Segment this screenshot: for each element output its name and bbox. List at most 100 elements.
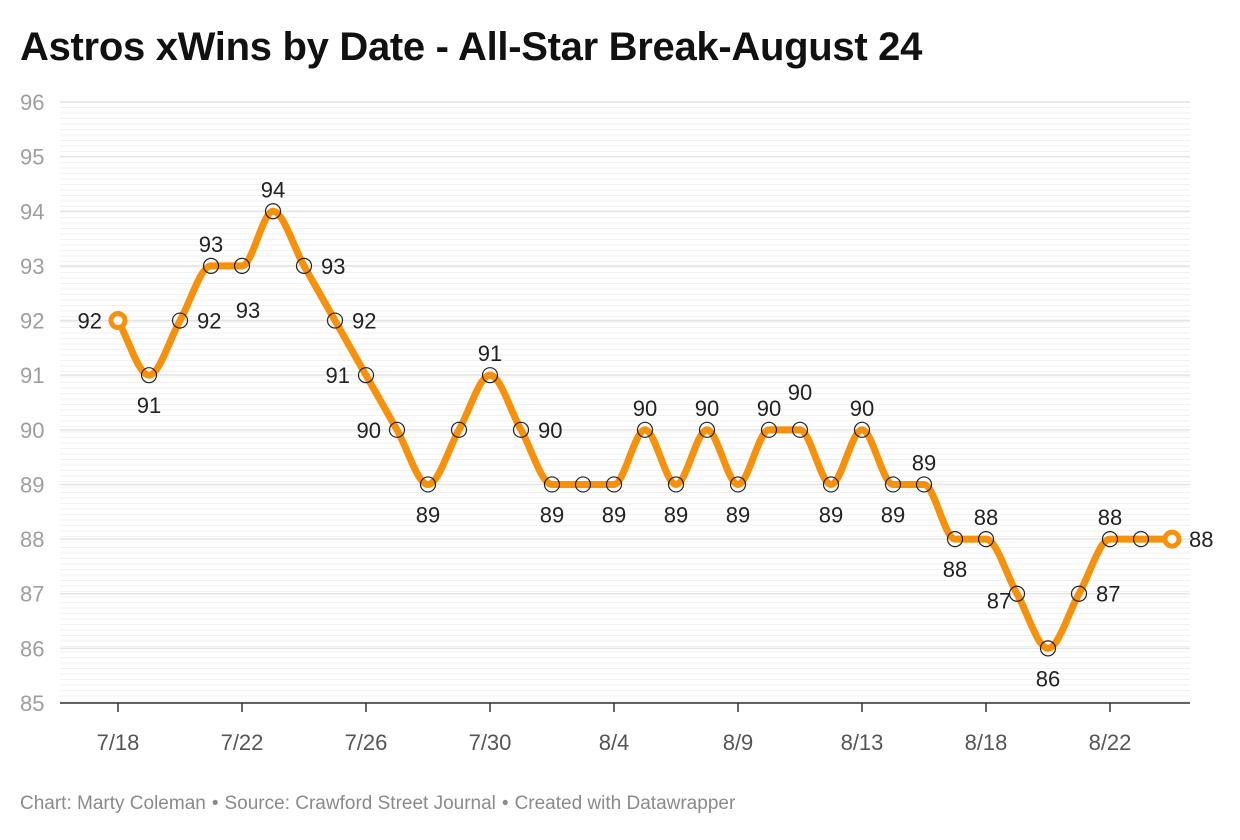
data-label: 88 bbox=[974, 505, 998, 530]
data-label: 88 bbox=[943, 557, 967, 582]
x-tick-label-8-18: 8/18 bbox=[965, 730, 1008, 755]
data-label: 93 bbox=[199, 232, 223, 257]
data-point bbox=[1101, 530, 1119, 548]
data-point bbox=[1132, 530, 1150, 548]
data-label: 92 bbox=[197, 309, 221, 334]
data-point bbox=[543, 476, 561, 493]
data-label: 91 bbox=[137, 393, 161, 418]
x-tick-label-8-22: 8/22 bbox=[1089, 730, 1132, 755]
data-point bbox=[233, 257, 251, 275]
data-label: 90 bbox=[788, 380, 812, 405]
data-label: 92 bbox=[352, 309, 376, 334]
data-point bbox=[698, 421, 716, 438]
data-label: 87 bbox=[987, 589, 1011, 614]
line-chart: 85 86 87 88 89 90 91 92 93 94 95 96 7/18 7/22 7/26 7/3… bbox=[20, 90, 1214, 755]
gridlines bbox=[60, 101, 1190, 704]
data-labels: 92 91 92 93 93 94 93 92 91 90 89 91 90 89 89 90 89 90 89 90… bbox=[78, 177, 1214, 691]
data-point bbox=[884, 476, 902, 493]
data-point bbox=[295, 257, 313, 275]
data-label: 94 bbox=[261, 177, 285, 202]
data-point bbox=[481, 367, 499, 384]
footer-source: Source: Crawford Street Journal bbox=[224, 793, 496, 814]
data-point bbox=[636, 421, 654, 438]
data-point bbox=[853, 421, 871, 438]
data-point bbox=[1070, 585, 1088, 602]
chart-title: Astros xWins by Date - All-Star Break-Au… bbox=[20, 25, 923, 69]
y-tick-label-88: 88 bbox=[20, 527, 44, 552]
data-label: 90 bbox=[850, 396, 874, 421]
data-point bbox=[915, 476, 933, 493]
data-point bbox=[791, 421, 809, 438]
data-point bbox=[171, 312, 189, 329]
data-point bbox=[1039, 640, 1057, 657]
footer-created-with: Created with Datawrapper bbox=[514, 793, 736, 814]
footer-separator: • bbox=[211, 793, 219, 814]
data-label: 89 bbox=[540, 502, 564, 527]
data-point bbox=[729, 476, 747, 493]
y-tick-label-94: 94 bbox=[20, 199, 44, 224]
data-label: 90 bbox=[357, 418, 381, 443]
series-line-xwins bbox=[114, 207, 1176, 652]
data-label: 90 bbox=[538, 418, 562, 443]
x-tick-label-7-30: 7/30 bbox=[469, 730, 512, 755]
footer-credit: Chart: Marty Coleman bbox=[20, 793, 206, 814]
data-point bbox=[605, 476, 623, 493]
y-tick-label-89: 89 bbox=[20, 472, 44, 497]
data-point bbox=[1008, 585, 1026, 602]
data-point bbox=[140, 367, 158, 384]
data-label: 86 bbox=[1036, 666, 1060, 691]
data-label: 91 bbox=[326, 363, 350, 388]
y-tick-label-92: 92 bbox=[20, 309, 44, 334]
data-point bbox=[326, 312, 344, 329]
data-label: 88 bbox=[1098, 505, 1122, 530]
data-point bbox=[760, 421, 778, 438]
data-label: 91 bbox=[478, 341, 502, 366]
x-tick-label-7-22: 7/22 bbox=[221, 730, 264, 755]
data-point bbox=[388, 421, 406, 438]
data-point bbox=[202, 257, 220, 275]
data-label: 89 bbox=[416, 502, 440, 527]
data-point bbox=[512, 421, 530, 438]
y-tick-label-96: 96 bbox=[20, 90, 44, 115]
data-label: 89 bbox=[726, 502, 750, 527]
data-point bbox=[450, 421, 468, 438]
y-axis: 85 86 87 88 89 90 91 92 93 94 95 96 bbox=[20, 90, 44, 716]
x-axis: 7/18 7/22 7/26 7/30 8/4 8/9 8/13 8/18 8/22 bbox=[60, 702, 1190, 755]
data-label: 88 bbox=[1189, 527, 1213, 552]
y-tick-label-87: 87 bbox=[20, 582, 44, 607]
data-label: 89 bbox=[602, 502, 626, 527]
data-label: 89 bbox=[912, 450, 936, 475]
data-point-endpoint bbox=[1162, 529, 1182, 549]
y-tick-label-91: 91 bbox=[20, 363, 44, 388]
data-label: 93 bbox=[236, 298, 260, 323]
gridline-hatching bbox=[60, 101, 1190, 702]
data-point bbox=[419, 476, 437, 493]
x-tick-label-7-26: 7/26 bbox=[345, 730, 388, 755]
data-label: 92 bbox=[78, 309, 102, 334]
y-tick-label-86: 86 bbox=[20, 636, 44, 661]
data-label: 87 bbox=[1096, 582, 1120, 607]
data-point bbox=[357, 367, 375, 384]
y-tick-label-85: 85 bbox=[20, 691, 44, 716]
data-point-endpoint bbox=[108, 311, 128, 331]
data-point bbox=[574, 476, 592, 493]
data-label: 90 bbox=[633, 396, 657, 421]
footer-separator: • bbox=[501, 793, 509, 814]
x-tick-label-8-13: 8/13 bbox=[841, 730, 884, 755]
y-tick-label-93: 93 bbox=[20, 254, 44, 279]
x-tick-label-8-9: 8/9 bbox=[723, 730, 754, 755]
data-point bbox=[822, 476, 840, 493]
chart-footer: Chart: Marty Coleman • Source: Crawford St… bbox=[20, 793, 735, 815]
data-label: 90 bbox=[695, 396, 719, 421]
y-tick-label-90: 90 bbox=[20, 418, 44, 443]
data-label: 93 bbox=[321, 254, 345, 279]
x-tick-label-8-4: 8/4 bbox=[599, 730, 630, 755]
data-label: 89 bbox=[881, 502, 905, 527]
y-tick-label-95: 95 bbox=[20, 145, 44, 170]
data-point bbox=[667, 476, 685, 493]
data-point bbox=[264, 203, 282, 220]
x-tick-label-7-18: 7/18 bbox=[97, 730, 140, 755]
data-label: 89 bbox=[819, 502, 843, 527]
data-point bbox=[946, 530, 964, 548]
data-label: 90 bbox=[757, 396, 781, 421]
